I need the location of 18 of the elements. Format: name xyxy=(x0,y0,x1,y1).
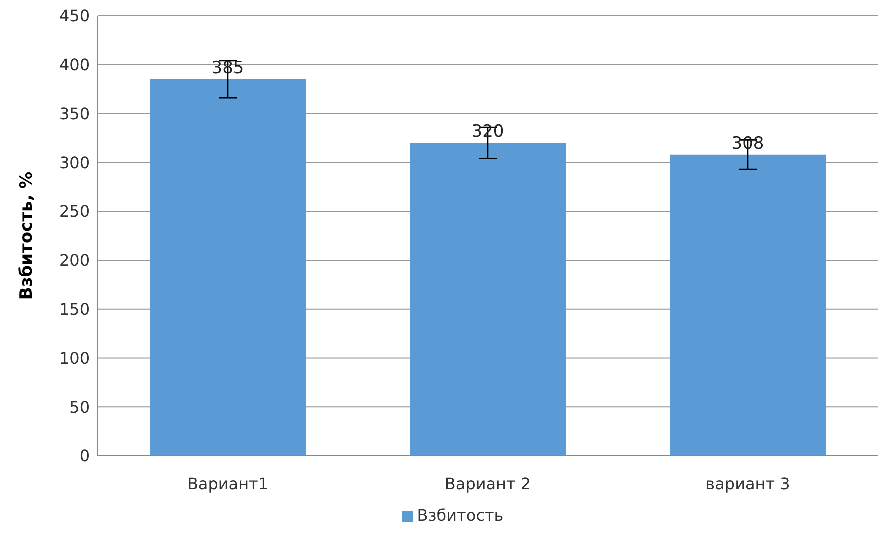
bar xyxy=(410,143,566,456)
bar xyxy=(670,154,826,456)
y-tick-label: 450 xyxy=(59,6,90,26)
y-tick-label: 350 xyxy=(59,104,90,124)
y-tick-label: 100 xyxy=(59,348,90,368)
bar xyxy=(150,80,306,456)
y-tick-label: 150 xyxy=(59,300,90,320)
y-tick-label: 300 xyxy=(59,153,90,172)
y-tick-label: 400 xyxy=(59,56,90,75)
legend-label: Взбитость xyxy=(417,506,504,525)
x-tick-label: Вариант 2 xyxy=(444,474,532,494)
y-tick-label: 250 xyxy=(59,202,90,222)
y-axis-title: Взбитость, % xyxy=(17,172,38,300)
y-tick-label: 200 xyxy=(59,251,90,270)
y-tick-label: 50 xyxy=(70,398,90,417)
x-tick-label: Вариант1 xyxy=(187,474,269,494)
x-tick-label: вариант 3 xyxy=(706,474,790,494)
y-tick-label: 0 xyxy=(80,446,90,466)
